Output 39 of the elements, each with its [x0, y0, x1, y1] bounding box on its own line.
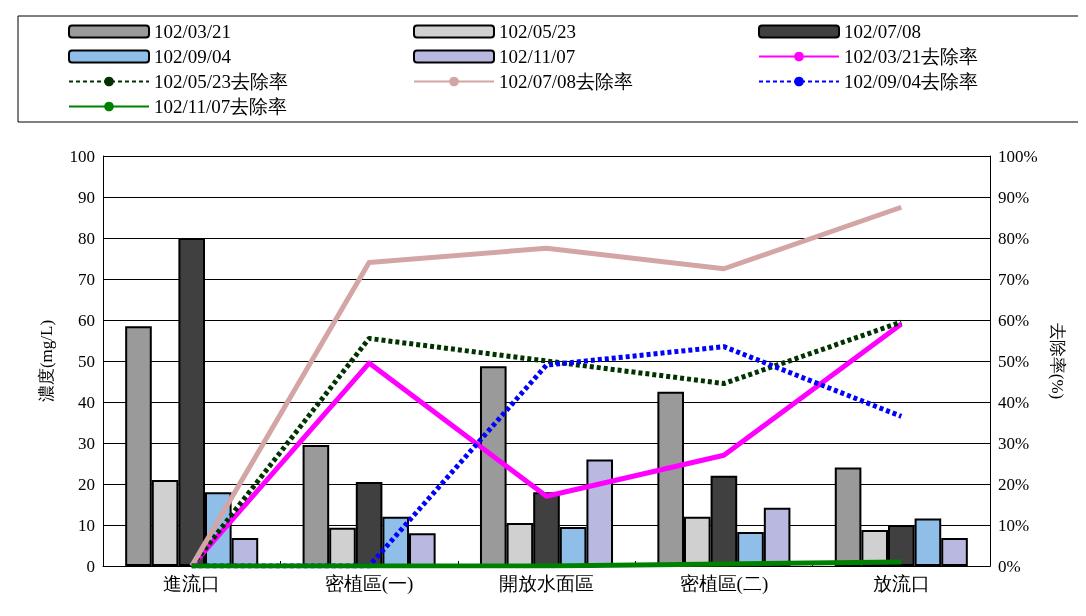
y2-tick-label: 40% — [998, 392, 1030, 412]
y2-axis-title: 去除率(%) — [1047, 322, 1067, 400]
legend-label: 102/07/08去除率 — [499, 71, 634, 92]
y2-tick-label: 0% — [998, 556, 1021, 576]
y-axis-title: 濃度(mg/L) — [37, 319, 56, 403]
legend-label: 102/07/08 — [844, 21, 922, 42]
y-tick-label: 80 — [78, 228, 95, 248]
x-tick-label: 放流口 — [872, 573, 930, 594]
y-tick-label: 100 — [69, 146, 95, 166]
y2-tick-label: 100% — [998, 146, 1038, 166]
y-tick-label: 30 — [78, 433, 95, 453]
y-tick-label: 20 — [78, 474, 95, 494]
legend-label: 102/03/21去除率 — [844, 46, 979, 67]
y-tick-label: 40 — [78, 392, 95, 412]
legend-label: 102/03/21 — [154, 21, 232, 42]
legend-label: 102/05/23 — [499, 21, 577, 42]
legend-label: 102/11/07 — [499, 46, 576, 67]
y-tick-label: 10 — [78, 515, 95, 535]
x-tick-label: 密植區(一) — [324, 573, 414, 595]
x-tick-label: 密植區(二) — [679, 573, 769, 595]
y2-tick-label: 80% — [998, 228, 1030, 248]
legend-label: 102/11/07去除率 — [154, 96, 288, 117]
y-tick-label: 0 — [86, 556, 95, 576]
y2-tick-label: 50% — [998, 351, 1030, 371]
y2-tick-label: 10% — [998, 515, 1030, 535]
legend-label: 102/09/04 — [154, 46, 232, 67]
y2-tick-label: 90% — [998, 187, 1030, 207]
y-tick-label: 90 — [78, 187, 95, 207]
y2-tick-label: 20% — [998, 474, 1030, 494]
y-tick-label: 50 — [78, 351, 95, 371]
legend-label: 102/05/23去除率 — [154, 71, 289, 92]
y-tick-label: 60 — [78, 310, 95, 330]
x-tick-label: 開放水面區 — [499, 573, 594, 594]
y2-tick-label: 70% — [998, 269, 1030, 289]
y2-tick-label: 30% — [998, 433, 1030, 453]
y-tick-label: 70 — [78, 269, 95, 289]
y2-tick-label: 60% — [998, 310, 1030, 330]
x-tick-label: 進流口 — [163, 573, 221, 594]
legend-label: 102/09/04去除率 — [844, 71, 979, 92]
